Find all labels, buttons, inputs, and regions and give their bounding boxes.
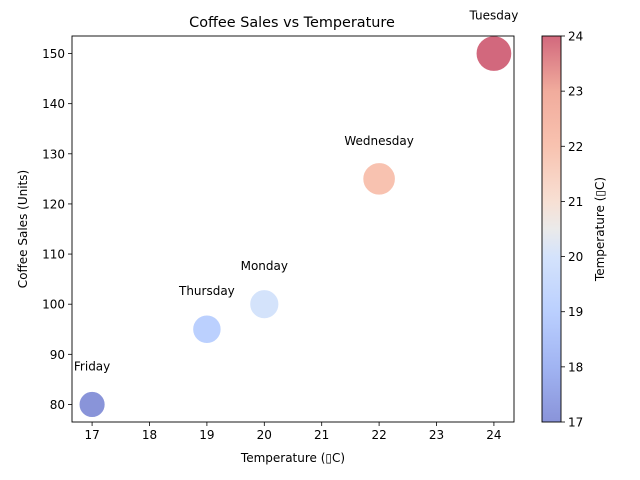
data-point xyxy=(78,391,106,418)
x-axis-label: Temperature (▯C) xyxy=(240,451,345,465)
points-layer xyxy=(78,35,513,418)
y-tick-label: 100 xyxy=(42,298,65,312)
y-tick-label: 110 xyxy=(42,248,65,262)
x-axis-ticks: 17 18 19 20 21 22 23 24 xyxy=(84,422,502,442)
colorbar-tick-label: 21 xyxy=(568,195,583,209)
x-tick-label: 19 xyxy=(199,428,214,442)
colorbar-label: Temperature (▯C) xyxy=(593,177,607,282)
y-axis-label: Coffee Sales (Units) xyxy=(16,170,30,288)
y-tick-label: 90 xyxy=(50,348,65,362)
x-tick-label: 18 xyxy=(142,428,157,442)
y-axis-ticks: 80 90 100 110 120 130 140 150 xyxy=(42,47,72,412)
point-label: Wednesday xyxy=(344,134,413,148)
x-tick-label: 21 xyxy=(314,428,329,442)
chart-title: Coffee Sales vs Temperature xyxy=(189,15,395,31)
colorbar-tick-label: 24 xyxy=(568,30,583,44)
colorbar-ticks: 17 18 19 20 21 22 23 24 xyxy=(561,30,583,430)
colorbar-frame xyxy=(541,35,562,423)
point-labels: Monday Tuesday Wednesday Thursday Friday xyxy=(74,8,518,373)
x-tick-label: 17 xyxy=(84,428,99,442)
y-tick-label: 130 xyxy=(42,147,65,161)
colorbar-tick-label: 17 xyxy=(568,416,583,430)
colorbar-tick-label: 23 xyxy=(568,85,583,99)
y-tick-label: 140 xyxy=(42,97,65,111)
point-label: Friday xyxy=(74,359,110,373)
data-point xyxy=(249,289,280,320)
y-tick-label: 120 xyxy=(42,197,65,211)
point-label: Thursday xyxy=(178,284,235,298)
colorbar-tick-label: 22 xyxy=(568,140,583,154)
data-point xyxy=(475,35,513,72)
data-point xyxy=(192,314,222,344)
x-tick-label: 23 xyxy=(429,428,444,442)
colorbar xyxy=(542,36,561,422)
colorbar-tick-label: 19 xyxy=(568,305,583,319)
colorbar-tick-label: 20 xyxy=(568,250,583,264)
y-tick-label: 150 xyxy=(42,47,65,61)
x-tick-label: 22 xyxy=(371,428,386,442)
point-label: Monday xyxy=(241,259,288,273)
colorbar-tick-label: 18 xyxy=(568,360,583,374)
y-tick-label: 80 xyxy=(50,398,65,412)
point-label: Tuesday xyxy=(468,8,518,22)
plot-frame xyxy=(71,35,515,423)
x-tick-label: 24 xyxy=(486,428,501,442)
x-tick-label: 20 xyxy=(257,428,272,442)
data-point xyxy=(362,162,396,196)
